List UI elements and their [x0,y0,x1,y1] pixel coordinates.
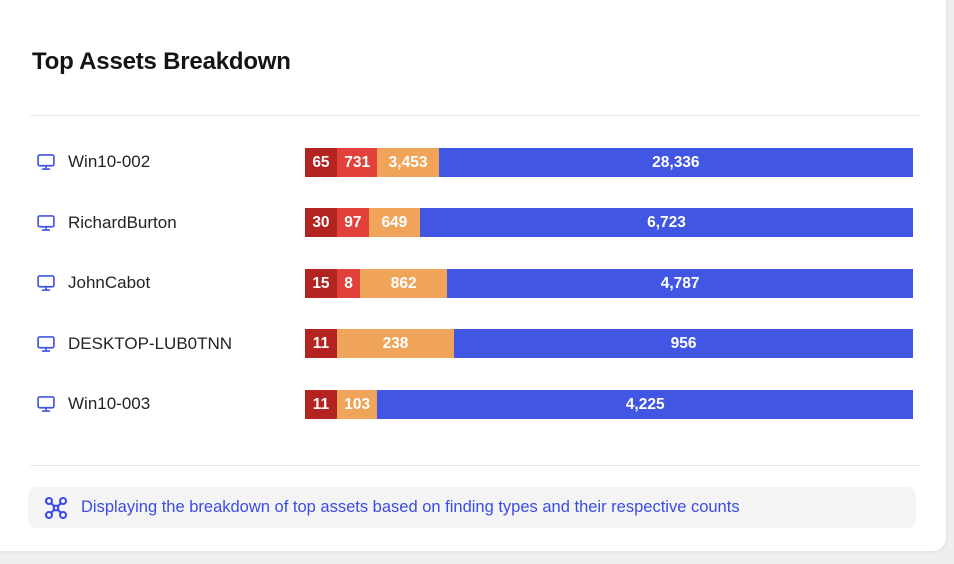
bar-segment-low[interactable]: 6,723 [419,208,913,238]
bar-segment-medium[interactable]: 649 [368,208,420,238]
monitor-icon [36,334,56,354]
bar-segment-critical[interactable]: 65 [305,147,337,177]
bar-segment-critical[interactable]: 11 [305,329,337,359]
asset-row: Win10-002 65 731 3,453 28,336 [0,132,932,193]
divider-bottom [30,465,920,466]
asset-row: RichardBurton 30 97 649 6,723 [0,193,932,254]
chart-rows: Win10-002 65 731 3,453 28,336 RichardBurton… [0,132,932,435]
bar-segment-medium[interactable]: 103 [336,389,378,419]
page-title: Top Assets Breakdown [32,48,291,75]
stacked-bar: 65 731 3,453 28,336 [305,147,913,177]
card-content: Top Assets Breakdown Win10-002 65 731 3,45… [0,48,932,528]
asset-label: Win10-002 [68,152,151,172]
stacked-bar: 11 103 4,225 [305,389,913,419]
bar-segment-low[interactable]: 28,336 [438,147,913,177]
bar-segment-critical[interactable]: 11 [305,389,337,419]
monitor-icon [36,394,56,414]
asset-label: JohnCabot [68,273,151,293]
asset-label: DESKTOP-LUB0TNN [68,333,233,353]
asset-label: RichardBurton [68,212,177,232]
drone-icon [44,496,68,520]
monitor-icon [36,152,56,172]
bar-segment-critical[interactable]: 15 [305,268,337,298]
bar-segment-high[interactable]: 97 [336,208,369,238]
bar-segment-high[interactable]: 8 [336,268,361,298]
asset-row: Win10-003 11 103 4,225 [0,374,932,435]
divider-top [30,115,920,116]
monitor-icon [36,273,56,293]
bar-segment-medium[interactable]: 862 [360,268,448,298]
bar-segment-critical[interactable]: 30 [305,208,337,238]
stacked-bar: 11 238 956 [305,329,913,359]
asset-label: Win10-003 [68,394,151,414]
bar-segment-low[interactable]: 4,225 [377,389,913,419]
bar-segment-medium[interactable]: 3,453 [377,147,439,177]
bar-segment-low[interactable]: 4,787 [447,268,913,298]
top-assets-card: Top Assets Breakdown Win10-002 65 731 3,45… [0,0,947,552]
bar-segment-low[interactable]: 956 [454,329,913,359]
stacked-bar: 15 8 862 4,787 [305,268,913,298]
bar-segment-high[interactable]: 731 [336,147,378,177]
stacked-bar: 30 97 649 6,723 [305,208,913,238]
asset-row: JohnCabot 15 8 862 4,787 [0,253,932,314]
asset-row: DESKTOP-LUB0TNN 11 238 956 [0,314,932,375]
monitor-icon [36,213,56,233]
bar-segment-medium[interactable]: 238 [336,329,455,359]
info-banner: Displaying the breakdown of top assets b… [28,487,916,528]
banner-text: Displaying the breakdown of top assets b… [81,498,740,516]
